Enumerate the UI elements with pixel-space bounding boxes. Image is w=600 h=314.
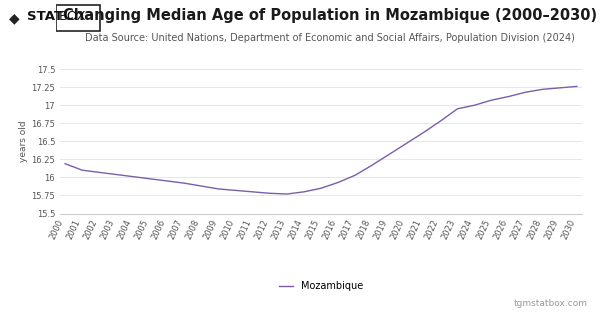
Text: ◆: ◆	[9, 11, 20, 25]
Text: Changing Median Age of Population in Mozambique (2000–2030): Changing Median Age of Population in Moz…	[63, 8, 597, 23]
Text: tgmstatbox.com: tgmstatbox.com	[514, 299, 588, 308]
Text: STAT: STAT	[27, 10, 63, 23]
Text: BOX: BOX	[59, 10, 86, 23]
Legend: Mozambique: Mozambique	[275, 278, 367, 295]
Text: Data Source: United Nations, Department of Economic and Social Affairs, Populati: Data Source: United Nations, Department …	[85, 33, 575, 43]
Y-axis label: years old: years old	[19, 121, 28, 162]
